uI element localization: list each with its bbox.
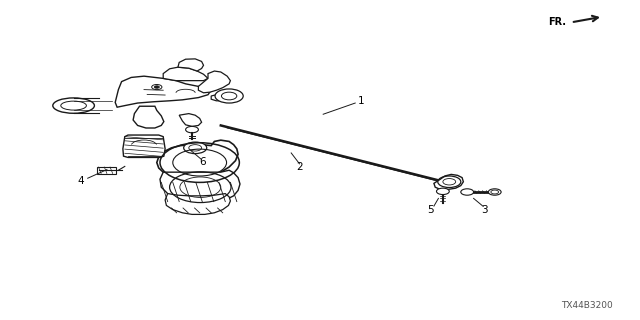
Circle shape [461, 189, 474, 195]
Polygon shape [160, 170, 240, 203]
Text: FR.: FR. [548, 17, 566, 28]
Text: 2: 2 [296, 162, 303, 172]
Polygon shape [434, 174, 463, 189]
Polygon shape [123, 135, 165, 157]
Text: 1: 1 [358, 96, 365, 106]
Polygon shape [157, 140, 238, 180]
Polygon shape [133, 106, 164, 128]
Polygon shape [165, 194, 230, 214]
Text: TX44B3200: TX44B3200 [561, 301, 613, 310]
Polygon shape [198, 71, 230, 93]
Circle shape [152, 84, 162, 90]
Text: 5: 5 [428, 205, 434, 215]
Polygon shape [163, 67, 208, 81]
Polygon shape [179, 114, 202, 126]
Circle shape [186, 126, 198, 133]
Text: 6: 6 [199, 157, 205, 167]
Text: 3: 3 [481, 205, 488, 215]
Polygon shape [115, 76, 211, 107]
Circle shape [436, 188, 449, 195]
Polygon shape [178, 59, 204, 71]
Circle shape [488, 189, 501, 195]
Circle shape [184, 142, 207, 154]
Circle shape [154, 86, 159, 88]
Text: 4: 4 [77, 176, 84, 186]
Polygon shape [211, 90, 240, 101]
Circle shape [215, 89, 243, 103]
